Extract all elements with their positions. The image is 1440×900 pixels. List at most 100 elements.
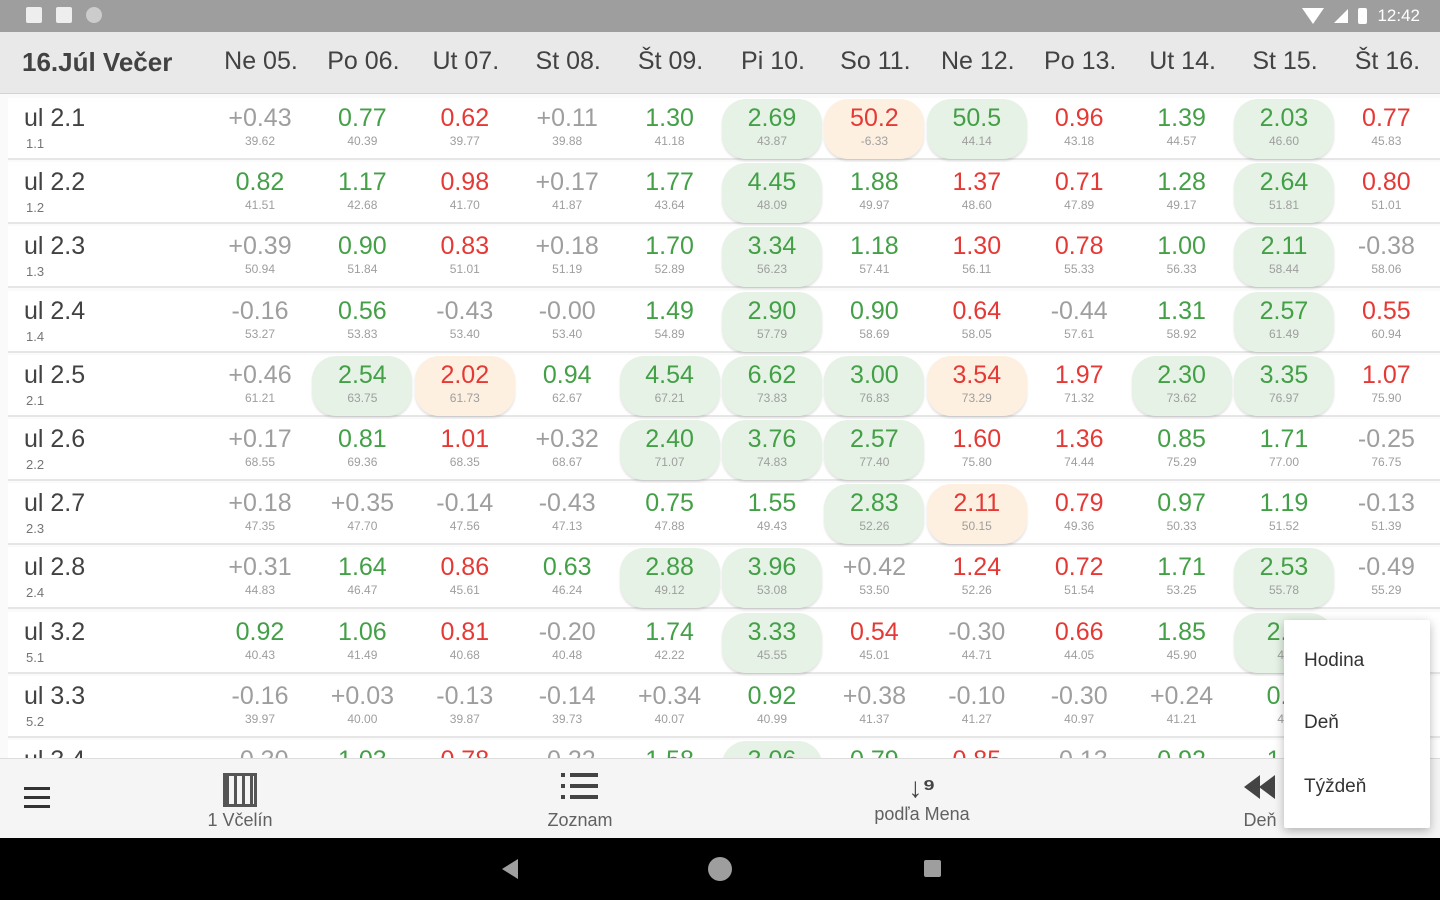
weight-cell[interactable]: +0.11 39.88 bbox=[517, 99, 617, 159]
weight-cell[interactable]: 1.06 41.49 bbox=[312, 613, 412, 673]
table-row[interactable]: ul 3.3 5.2 -0.16 39.97 +0.03 40.00 -0.13 39.87-… bbox=[8, 675, 1440, 738]
menu-item-tyzden[interactable]: Týždeň bbox=[1304, 776, 1367, 797]
menu-button[interactable] bbox=[0, 759, 76, 839]
weight-cell[interactable]: +0.46 61.21 bbox=[210, 356, 310, 416]
weight-cell[interactable]: 0.54 45.01 bbox=[824, 613, 924, 673]
weight-cell[interactable]: 2.83 52.26 bbox=[824, 484, 925, 545]
day-header[interactable]: Ne 05. bbox=[224, 47, 298, 75]
weight-cell[interactable]: 0.77 45.83 bbox=[1336, 99, 1436, 159]
weight-cell[interactable]: 1.18 57.41 bbox=[824, 227, 924, 287]
weight-cell[interactable]: 0.71 47.89 bbox=[1029, 163, 1129, 223]
weight-cell[interactable]: 0.79 49.36 bbox=[1029, 484, 1129, 544]
weight-cell[interactable]: 1.85 45.90 bbox=[1132, 613, 1232, 673]
weight-cell[interactable]: 1.39 44.57 bbox=[1132, 99, 1232, 159]
weight-cell[interactable]: 0.78 55.33 bbox=[1029, 227, 1129, 287]
day-header[interactable]: So 11. bbox=[840, 47, 911, 75]
weight-cell[interactable]: 1.74 42.22 bbox=[620, 613, 720, 673]
day-header[interactable]: Št 09. bbox=[637, 47, 704, 75]
weight-cell[interactable]: 0.56 53.83 bbox=[312, 292, 412, 352]
weight-cell[interactable]: 1.77 43.64 bbox=[620, 163, 720, 223]
weight-cell[interactable]: 0.75 47.88 bbox=[620, 484, 720, 544]
weight-cell[interactable]: 3.54 73.29 bbox=[926, 355, 1027, 416]
menu-item-den[interactable]: Deň bbox=[1304, 712, 1339, 733]
weight-cell[interactable]: 1.00 56.33 bbox=[1132, 227, 1232, 287]
day-header[interactable]: Ut 07. bbox=[432, 47, 500, 75]
weight-cell[interactable]: 2.90 57.79 bbox=[722, 291, 822, 352]
weight-cell[interactable]: 1.31 58.92 bbox=[1132, 292, 1232, 352]
weight-cell[interactable]: 2.40 71.07 bbox=[619, 420, 720, 480]
weight-cell[interactable]: 1.97 71.32 bbox=[1029, 356, 1129, 416]
weight-cell[interactable]: 0.79 bbox=[824, 741, 924, 758]
weight-cell[interactable]: 0.86 45.61 bbox=[415, 548, 515, 608]
weight-cell[interactable]: -0.20 40.48 bbox=[517, 613, 617, 673]
weight-cell[interactable]: 6.62 73.83 bbox=[722, 355, 822, 416]
weight-cell[interactable]: 0.83 51.01 bbox=[415, 227, 515, 287]
weight-cell[interactable]: 2.88 49.12 bbox=[619, 548, 720, 609]
weight-cell[interactable]: 0.81 69.36 bbox=[312, 420, 412, 480]
weight-cell[interactable]: 1.58 bbox=[620, 741, 720, 758]
weight-cell[interactable]: 3.33 45.55 bbox=[722, 612, 822, 673]
weight-cell[interactable]: 0.77 40.39 bbox=[312, 99, 412, 159]
weight-cell[interactable]: +0.39 50.94 bbox=[210, 227, 310, 287]
day-header[interactable]: Ut 14. bbox=[1149, 47, 1216, 75]
weight-cell[interactable]: 0.90 51.84 bbox=[312, 227, 412, 287]
weight-cell[interactable]: +0.35 47.70 bbox=[312, 484, 412, 544]
weight-cell[interactable]: -0.13 39.87 bbox=[415, 677, 515, 737]
weight-cell[interactable]: 1.30 41.18 bbox=[620, 99, 720, 159]
back-icon[interactable] bbox=[502, 859, 518, 879]
weight-cell[interactable]: 0.82 41.51 bbox=[210, 163, 310, 223]
weight-cell[interactable]: 0.92 bbox=[1132, 741, 1232, 758]
menu-item-hodina[interactable]: Hodina bbox=[1304, 650, 1365, 671]
weight-cell[interactable]: +0.42 53.50 bbox=[824, 548, 924, 608]
table-row[interactable]: ul 2.3 1.3 +0.39 50.94 0.90 51.84 0.83 51.01 +0.… bbox=[8, 226, 1440, 289]
weight-cell[interactable]: 2.11 58.44 bbox=[1234, 227, 1334, 288]
weight-cell[interactable]: 0.78 bbox=[415, 741, 515, 758]
weight-cell[interactable]: 1.71 53.25 bbox=[1132, 548, 1232, 608]
weight-cell[interactable]: +0.18 51.19 bbox=[517, 227, 617, 287]
page-title[interactable]: 16.Júl Večer bbox=[22, 47, 173, 77]
weight-cell[interactable]: 2.57 61.49 bbox=[1234, 291, 1334, 352]
weight-cell[interactable]: 2.30 73.62 bbox=[1131, 355, 1232, 416]
recent-apps-icon[interactable] bbox=[924, 860, 941, 877]
weight-cell[interactable]: 1.28 49.17 bbox=[1132, 163, 1232, 223]
weight-cell[interactable]: 1.70 52.89 bbox=[620, 227, 720, 287]
weight-cell[interactable]: 1.17 42.68 bbox=[312, 163, 412, 223]
weight-cell[interactable]: 2.57 77.40 bbox=[824, 420, 925, 480]
weight-cell[interactable]: 0.80 51.01 bbox=[1336, 163, 1436, 223]
weight-cell[interactable]: 1.30 56.11 bbox=[927, 227, 1027, 287]
day-header[interactable]: Po 13. bbox=[1044, 47, 1117, 75]
weight-cell[interactable]: 2.64 51.81 bbox=[1234, 163, 1334, 224]
weight-cell[interactable]: 0.94 62.67 bbox=[517, 356, 617, 416]
weight-cell[interactable]: -0.10 41.27 bbox=[927, 677, 1027, 737]
table-row[interactable]: ul 2.1 1.1 +0.43 39.62 0.77 40.39 0.62 39.77 +0.… bbox=[8, 98, 1440, 160]
table-row[interactable]: ul 2.5 2.1 +0.46 61.21 2.54 63.75 2.02 61.73 0.9… bbox=[8, 354, 1440, 417]
weight-cell[interactable]: 1.55 49.43 bbox=[722, 484, 822, 544]
data-table[interactable]: ul 2.1 1.1 +0.43 39.62 0.77 40.39 0.62 39.77 +0.… bbox=[8, 98, 1440, 758]
weight-cell[interactable]: 3.06 bbox=[722, 741, 822, 758]
weight-cell[interactable]: -0.22 bbox=[517, 741, 617, 758]
day-header[interactable]: Št 16. bbox=[1354, 47, 1421, 75]
weight-cell[interactable]: 50.2 -6.33 bbox=[824, 99, 925, 159]
weight-cell[interactable]: 4.54 67.21 bbox=[619, 355, 720, 416]
hive-button[interactable]: 1 Včelín bbox=[170, 759, 310, 839]
weight-cell[interactable]: 0.62 39.77 bbox=[415, 99, 515, 159]
list-button[interactable]: Zoznam bbox=[510, 759, 650, 839]
weight-cell[interactable]: 2.53 55.78 bbox=[1234, 548, 1334, 609]
day-header[interactable]: Ne 12. bbox=[940, 47, 1015, 75]
weight-cell[interactable]: -0.30 44.71 bbox=[927, 613, 1027, 673]
sort-button[interactable]: ↓⁹ podľa Mena bbox=[840, 759, 1004, 839]
weight-cell[interactable]: 0.66 44.05 bbox=[1029, 613, 1129, 673]
weight-cell[interactable]: +0.32 68.67 bbox=[517, 420, 617, 480]
weight-cell[interactable]: -0.16 53.27 bbox=[210, 292, 310, 352]
weight-cell[interactable]: -0.43 47.13 bbox=[517, 484, 617, 544]
table-row[interactable]: ul 2.4 1.4 -0.16 53.27 0.56 53.83 -0.43 53.40 -0… bbox=[8, 290, 1440, 353]
weight-cell[interactable]: -0.43 53.40 bbox=[415, 292, 515, 352]
home-icon[interactable] bbox=[708, 857, 732, 881]
weight-cell[interactable]: 1.36 74.44 bbox=[1029, 420, 1129, 480]
weight-cell[interactable]: 0.97 50.33 bbox=[1132, 484, 1232, 544]
weight-cell[interactable]: -0.14 39.73 bbox=[517, 677, 617, 737]
weight-cell[interactable]: +0.03 40.00 bbox=[312, 677, 412, 737]
weight-cell[interactable]: 0.64 58.05 bbox=[927, 292, 1027, 352]
weight-cell[interactable]: -0.44 57.61 bbox=[1029, 292, 1129, 352]
weight-cell[interactable]: 1.37 48.60 bbox=[927, 163, 1027, 223]
